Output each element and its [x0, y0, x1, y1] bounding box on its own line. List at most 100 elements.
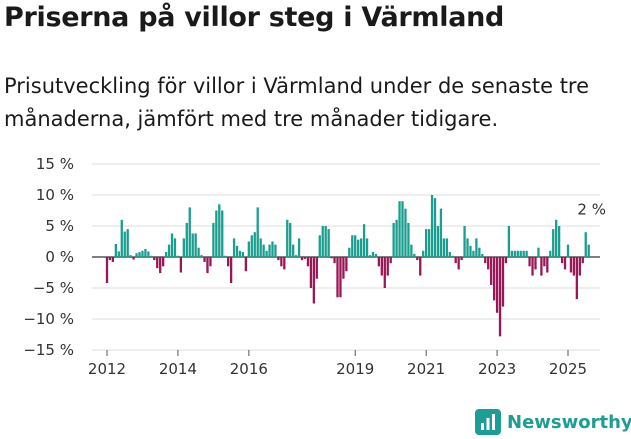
bar [327, 229, 330, 257]
bar [371, 252, 375, 257]
bar [129, 255, 132, 257]
bar [351, 235, 354, 257]
bar [404, 208, 407, 257]
bar [294, 255, 298, 257]
bar [271, 241, 274, 257]
x-tick-label: 2012 [88, 360, 126, 378]
bar [466, 238, 469, 257]
bar [451, 255, 454, 257]
bar [277, 257, 280, 261]
bar [191, 233, 194, 257]
bar [478, 247, 481, 257]
bar [108, 257, 112, 261]
bar [365, 238, 369, 257]
bar [557, 226, 561, 257]
bar [312, 257, 316, 304]
bar [528, 257, 531, 267]
bar [436, 226, 440, 257]
bar [194, 233, 197, 257]
bar [321, 226, 324, 257]
y-tick-label: −10 % [23, 310, 74, 328]
latest-value-label: 2 % [577, 201, 606, 219]
bar [315, 257, 318, 279]
bar [419, 257, 422, 276]
bar [345, 257, 348, 272]
bar [531, 257, 534, 276]
bar [368, 255, 372, 257]
bar [359, 238, 363, 257]
y-tick-label: 0 % [45, 248, 74, 266]
bar [383, 257, 386, 288]
bar [587, 244, 590, 257]
bar [123, 231, 126, 257]
y-tick-label: 5 % [45, 217, 74, 235]
bar [105, 257, 109, 284]
bar [430, 195, 434, 257]
bar [392, 222, 395, 257]
y-tick-label: −15 % [23, 341, 74, 359]
bar [460, 257, 463, 261]
x-axis: 2012 2014 2016 2019 2021 2023 2025 [88, 350, 587, 378]
newsworthy-logo: Newsworthy [475, 407, 631, 437]
bar [173, 238, 177, 257]
bar [540, 257, 543, 276]
bar [274, 244, 277, 257]
bar [238, 250, 242, 257]
bar [472, 250, 475, 257]
bar [549, 250, 552, 257]
bar [495, 257, 499, 313]
bar [206, 257, 209, 274]
bar [221, 210, 224, 257]
bar [235, 245, 239, 257]
bar [584, 232, 587, 257]
bar [120, 219, 123, 257]
bar [306, 257, 310, 267]
bar [309, 257, 313, 288]
bar [357, 239, 360, 257]
bar [215, 210, 218, 257]
bar [280, 257, 283, 267]
bar [525, 250, 528, 257]
bar [333, 257, 336, 264]
bar [475, 238, 478, 257]
bar [339, 257, 342, 298]
bar [407, 222, 410, 257]
x-tick-label: 2016 [230, 360, 268, 378]
bar [498, 257, 502, 337]
y-tick-label: 10 % [36, 186, 74, 204]
bar [519, 250, 522, 257]
bar [454, 257, 457, 264]
x-tick-label: 2019 [336, 360, 374, 378]
bar [330, 257, 333, 259]
bar [303, 257, 307, 259]
bar [401, 201, 404, 257]
bar [522, 250, 525, 257]
bar [300, 257, 304, 261]
bar [200, 255, 203, 257]
bar [289, 222, 292, 257]
x-tick-label: 2014 [159, 360, 197, 378]
bar [318, 235, 321, 257]
bar [156, 257, 159, 269]
bar [469, 245, 472, 257]
bar [182, 238, 185, 257]
bar [283, 257, 286, 270]
bar [374, 253, 378, 257]
bar [259, 238, 262, 257]
bar [566, 244, 570, 257]
bar [552, 229, 555, 257]
bar [354, 235, 357, 257]
bar [135, 253, 138, 257]
bar [439, 208, 443, 257]
bar [159, 257, 162, 274]
grid-lines [92, 163, 600, 351]
bar [490, 257, 493, 285]
bar [185, 222, 188, 257]
bar [546, 257, 549, 273]
bar [111, 257, 115, 262]
bar [555, 219, 558, 257]
bar [161, 257, 165, 267]
bar [575, 257, 579, 300]
bar [569, 257, 573, 273]
bar-chart: −15 %−10 %−5 %0 %5 %10 %15 % 2012 2014 201… [23, 155, 606, 378]
